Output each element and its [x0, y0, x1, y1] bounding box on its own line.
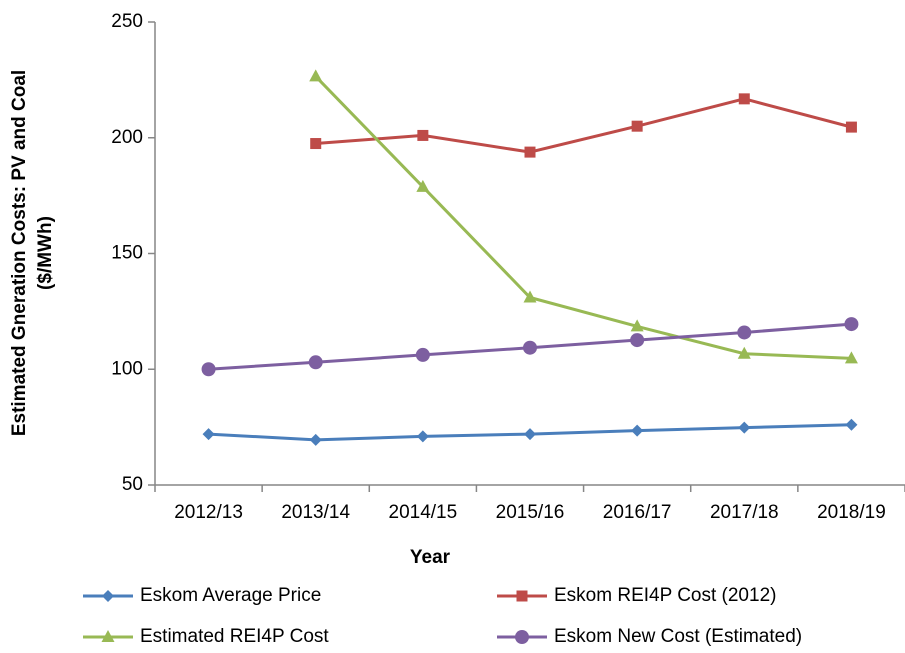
marker	[844, 351, 858, 364]
x-tick-label: 2014/15	[389, 502, 458, 523]
marker	[308, 355, 323, 370]
y-axis-label: Estimated Gneration Costs: PV and Coal	[9, 70, 30, 436]
legend-label: Eskom New Cost (Estimated)	[554, 626, 802, 647]
y-axis-label: ($/MWh)	[35, 216, 56, 290]
legend-label: Eskom Average Price	[140, 585, 321, 606]
series-line	[315, 97, 852, 154]
marker	[102, 590, 114, 602]
marker	[309, 69, 323, 82]
y-tick-label: 50	[122, 474, 143, 495]
legend-label: Estimated REI4P Cost	[140, 626, 329, 647]
marker	[630, 319, 644, 332]
marker	[630, 333, 645, 348]
marker	[523, 340, 537, 355]
x-tick-label: 2013/14	[281, 502, 350, 523]
marker	[309, 433, 322, 446]
marker	[524, 146, 536, 158]
marker	[201, 362, 216, 377]
marker	[631, 424, 644, 437]
marker	[738, 93, 750, 105]
x-tick-label: 2012/13	[174, 502, 243, 523]
x-tick-label: 2017/18	[710, 502, 779, 523]
marker	[844, 317, 859, 332]
x-tick-label: 2015/16	[496, 502, 565, 523]
marker	[515, 630, 529, 644]
marker	[523, 290, 537, 303]
marker	[416, 179, 430, 192]
y-tick-label: 100	[111, 358, 143, 379]
y-tick-label: 150	[111, 243, 143, 264]
series-line	[314, 75, 852, 360]
x-axis-label: Year	[410, 547, 451, 568]
marker	[738, 421, 751, 434]
marker	[416, 430, 429, 443]
marker	[737, 325, 752, 340]
marker	[516, 590, 528, 602]
marker	[845, 418, 858, 431]
x-tick-label: 2018/19	[817, 502, 886, 523]
marker	[737, 346, 751, 359]
marker	[524, 428, 536, 441]
marker	[631, 120, 643, 132]
marker	[845, 121, 857, 133]
marker	[202, 428, 215, 441]
y-tick-label: 200	[111, 127, 143, 148]
x-tick-label: 2016/17	[603, 502, 672, 523]
legend-label: Eskom REI4P Cost (2012)	[554, 585, 776, 606]
y-tick-label: 250	[111, 11, 143, 32]
marker	[310, 138, 322, 150]
marker	[101, 630, 115, 642]
marker	[417, 129, 429, 141]
marker	[415, 347, 430, 362]
